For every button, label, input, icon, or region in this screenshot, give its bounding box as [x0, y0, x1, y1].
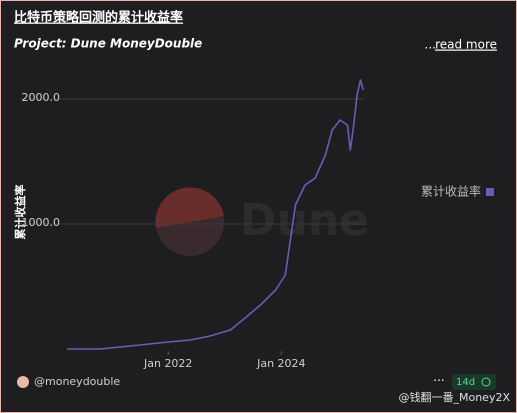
legend-label: 累计收益率: [421, 184, 481, 199]
credit: @钱翻一番_Money2X: [398, 390, 510, 404]
y-tick-label: 1000.0: [22, 216, 61, 229]
legend-swatch: [486, 188, 494, 196]
more: ...: [425, 38, 436, 52]
menu[interactable]: ···: [433, 374, 444, 388]
author[interactable]: @moneydouble: [34, 375, 120, 388]
y-tick-label: 2000.0: [22, 91, 61, 104]
subtitle: Project: Dune MoneyDouble: [14, 37, 202, 51]
check-icon: [481, 377, 491, 387]
x-tick-label: Jan 2024: [256, 357, 305, 370]
age: 14d: [456, 377, 475, 388]
y-axis-label: 累计收益率: [13, 185, 27, 240]
title[interactable]: 比特币策略回测的累计收益率: [14, 10, 183, 26]
read-more[interactable]: read more: [435, 38, 497, 52]
watermark: Dune: [240, 195, 369, 246]
avatar: [17, 376, 29, 388]
line: [67, 79, 365, 350]
logo-top: [155, 187, 224, 228]
x-tick-label: Jan 2022: [143, 357, 192, 370]
